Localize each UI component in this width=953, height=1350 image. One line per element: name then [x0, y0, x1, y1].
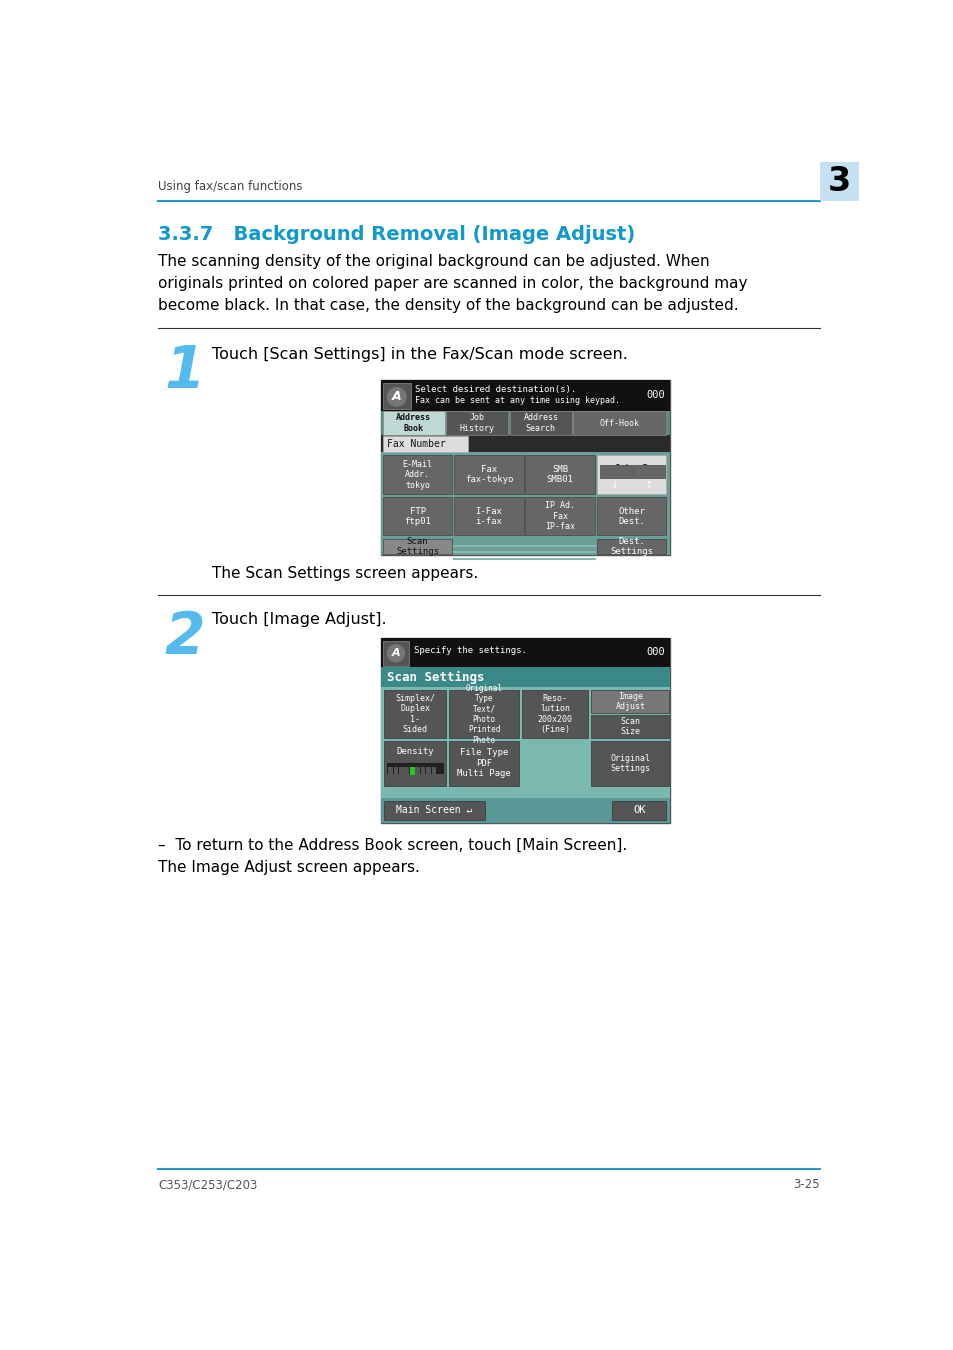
Bar [387, 763, 443, 774]
Text: ↓: ↓ [611, 481, 618, 490]
Bar [612, 801, 666, 819]
Text: 1/  2: 1/ 2 [614, 464, 648, 474]
Bar [382, 497, 452, 536]
Bar [381, 452, 669, 555]
Bar [410, 767, 415, 775]
Text: Off-Hook: Off-Hook [599, 418, 639, 428]
Bar [394, 767, 397, 775]
Text: Main Screen ↵: Main Screen ↵ [396, 806, 473, 815]
Bar [381, 435, 669, 452]
Bar [509, 410, 571, 435]
Text: Address
Book: Address Book [395, 413, 431, 433]
Bar [384, 741, 446, 786]
Text: 1: 1 [164, 343, 205, 400]
Bar [382, 383, 410, 409]
Text: Dest.
Settings: Dest. Settings [609, 536, 653, 556]
Bar [415, 767, 419, 775]
Text: Fax Number: Fax Number [387, 439, 446, 448]
Text: –  To return to the Address Book screen, touch [Main Screen].
The Image Adjust s: – To return to the Address Book screen, … [158, 838, 626, 875]
Bar [381, 637, 669, 822]
Bar [431, 767, 436, 775]
Bar [398, 767, 403, 775]
Text: Fax can be sent at any time using keypad.: Fax can be sent at any time using keypad… [415, 396, 619, 405]
Bar [454, 497, 523, 536]
Text: SMB
SMB01: SMB SMB01 [546, 464, 573, 485]
Bar [381, 667, 669, 687]
Text: Image
Adjust: Image Adjust [615, 693, 644, 711]
Text: FTP
ftp01: FTP ftp01 [404, 506, 431, 526]
Text: Scan Settings: Scan Settings [387, 671, 484, 683]
Bar [382, 455, 452, 494]
Text: Original
Settings: Original Settings [610, 753, 650, 774]
Bar [382, 410, 444, 435]
Bar [381, 637, 669, 667]
Bar [819, 162, 858, 201]
Bar [382, 436, 468, 451]
Text: Select desired destination(s).: Select desired destination(s). [415, 385, 576, 394]
Bar [596, 539, 666, 553]
Text: Touch [Scan Settings] in the Fax/Scan mode screen.: Touch [Scan Settings] in the Fax/Scan mo… [212, 347, 627, 362]
Text: Scan
Size: Scan Size [619, 717, 639, 736]
Text: 000: 000 [646, 390, 665, 401]
Text: Density: Density [396, 748, 434, 756]
Text: E-Mail
Addr.
tokyo: E-Mail Addr. tokyo [402, 460, 432, 490]
Bar [384, 801, 484, 819]
Bar [596, 455, 666, 494]
Bar [381, 687, 669, 798]
Text: 3: 3 [827, 165, 850, 197]
Bar [381, 379, 669, 410]
Bar [525, 455, 595, 494]
Bar [591, 690, 669, 713]
Text: Fax
fax-tokyo: Fax fax-tokyo [464, 464, 513, 485]
Text: Using fax/scan functions: Using fax/scan functions [158, 180, 302, 193]
Text: ↑: ↑ [644, 481, 652, 490]
Text: Touch [Image Adjust].: Touch [Image Adjust]. [212, 613, 387, 628]
Bar [426, 767, 431, 775]
Bar [381, 798, 669, 822]
Bar [521, 690, 587, 738]
Bar [449, 741, 518, 786]
Bar [381, 379, 669, 555]
Bar [454, 455, 523, 494]
Text: 2: 2 [164, 609, 205, 666]
Text: File Type
PDF
Multi Page: File Type PDF Multi Page [456, 748, 511, 778]
Text: 3-25: 3-25 [792, 1179, 819, 1191]
Text: A: A [392, 390, 401, 404]
Text: Address
Search: Address Search [523, 413, 558, 433]
Text: Reso-
lution
200x200
(Fine): Reso- lution 200x200 (Fine) [537, 694, 572, 734]
Text: 000: 000 [646, 647, 665, 656]
Text: A: A [391, 648, 400, 659]
Circle shape [387, 645, 404, 662]
Circle shape [387, 387, 406, 406]
Bar [633, 464, 664, 478]
Bar [382, 539, 452, 553]
Bar [381, 410, 669, 435]
Text: OK: OK [633, 806, 645, 815]
Bar [573, 410, 666, 435]
Bar [449, 690, 518, 738]
Text: I-Fax
i-fax: I-Fax i-fax [475, 506, 502, 526]
Text: Specify the settings.: Specify the settings. [414, 647, 526, 656]
Bar [596, 497, 666, 536]
Text: The scanning density of the original background can be adjusted. When
originals : The scanning density of the original bac… [158, 254, 747, 313]
Text: C353/C253/C203: C353/C253/C203 [158, 1179, 257, 1191]
Bar [384, 690, 446, 738]
Text: Other
Dest.: Other Dest. [618, 506, 644, 526]
Bar [382, 641, 409, 666]
Bar [599, 464, 631, 478]
Text: 3.3.7   Background Removal (Image Adjust): 3.3.7 Background Removal (Image Adjust) [158, 225, 635, 244]
Text: Original
Type
Text/
Photo
Printed
Photo: Original Type Text/ Photo Printed Photo [465, 683, 502, 745]
Text: Simplex/
Duplex
1-
Sided: Simplex/ Duplex 1- Sided [395, 694, 435, 734]
Text: Scan
Settings: Scan Settings [395, 536, 438, 556]
Bar [388, 767, 393, 775]
Bar [591, 741, 669, 786]
Text: The Scan Settings screen appears.: The Scan Settings screen appears. [212, 566, 478, 582]
Bar [404, 767, 409, 775]
Text: IP Ad.
Fax
IP-fax: IP Ad. Fax IP-fax [545, 501, 575, 531]
Bar [446, 410, 508, 435]
Bar [420, 767, 425, 775]
Bar [525, 497, 595, 536]
Text: Job
History: Job History [459, 413, 495, 433]
Bar [591, 716, 669, 738]
